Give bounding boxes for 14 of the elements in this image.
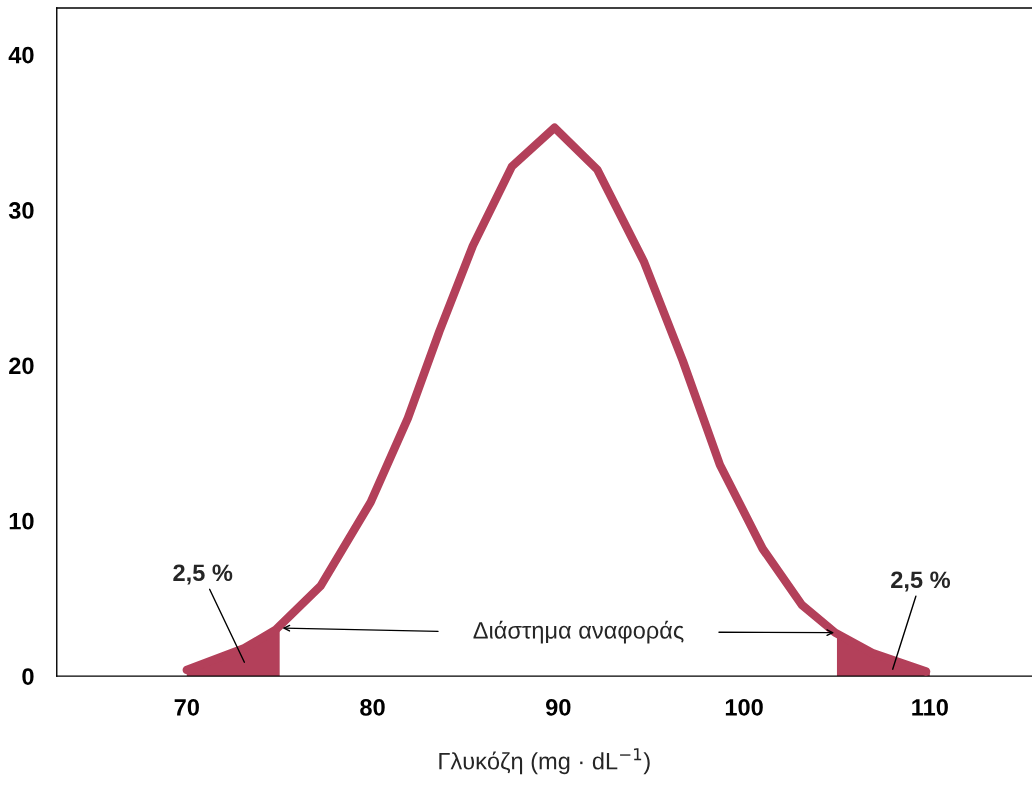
annotation: 2,5 % xyxy=(891,571,951,592)
x-tick-label: 80 xyxy=(360,699,385,716)
y-tick-label: 0 xyxy=(22,668,34,685)
x-tick-label: 110 xyxy=(912,699,948,716)
y-tick-label: 40 xyxy=(8,46,34,64)
annotation: Διάστημα αναφοράς xyxy=(473,620,684,644)
y-tick-label: 30 xyxy=(8,202,34,219)
x-tick-label: 70 xyxy=(174,699,199,716)
x-tick-label: 100 xyxy=(725,699,763,716)
x-axis-title: Γλυκόζη (mg · dL$^{−1}$) xyxy=(439,748,650,775)
annotation: 2,5 % xyxy=(173,564,233,585)
x-tick-label: 90 xyxy=(546,699,571,716)
y-tick-label: 20 xyxy=(9,357,34,375)
y-tick-label: 10 xyxy=(9,512,34,530)
